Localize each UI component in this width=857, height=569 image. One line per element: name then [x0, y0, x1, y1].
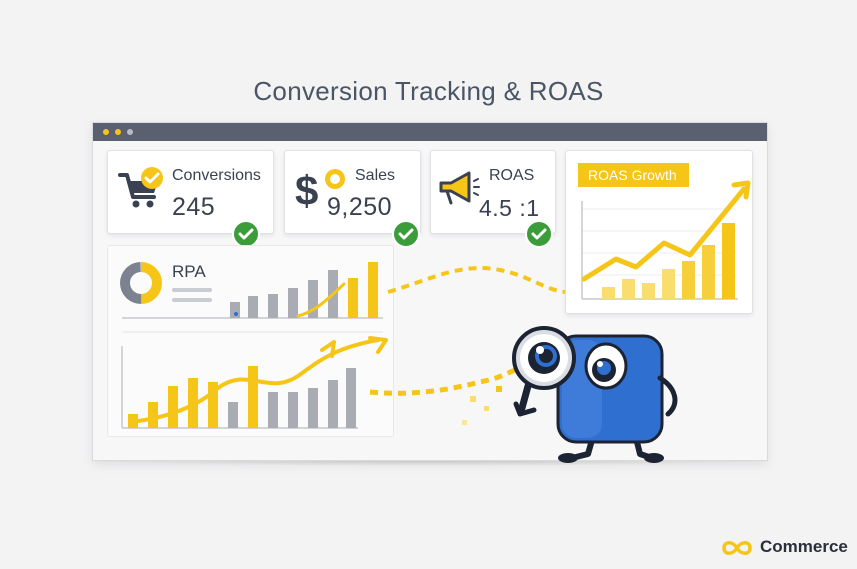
svg-text:$: $ [295, 167, 318, 214]
analytics-panel: RPA [107, 245, 394, 437]
page-title: Conversion Tracking & ROAS [253, 76, 604, 106]
floor-shadow [70, 456, 785, 466]
megaphone-icon [439, 171, 480, 205]
roas-growth-chart [581, 180, 751, 300]
magnifier-mascot-icon [512, 326, 678, 463]
roas-growth-card: ROAS Growth [565, 150, 753, 314]
window-titlebar [93, 123, 767, 141]
sales-value: 9,250 [327, 193, 393, 221]
window-dot-icon [127, 129, 133, 135]
brand-name: Commerce [760, 537, 848, 556]
sales-card: $ Sales 9,250 [284, 150, 421, 234]
window-dot-icon [115, 129, 121, 135]
rpa-label: RPA [172, 262, 206, 281]
check-icon [392, 220, 420, 248]
roas-card: ROAS 4.5 :1 [430, 150, 556, 234]
placeholder-line [172, 288, 212, 292]
window-dot-icon [103, 129, 109, 135]
roas-growth-label: ROAS Growth [578, 163, 689, 187]
donut-chart-icon [120, 262, 162, 304]
conversions-label: Conversions [172, 167, 261, 184]
conversions-value: 245 [172, 193, 216, 221]
placeholder-line [172, 298, 212, 302]
sales-label: Sales [355, 167, 396, 184]
dollar-sign-icon: $ [295, 167, 345, 214]
rpa-bar-chart [121, 262, 388, 429]
roas-label: ROAS [489, 167, 535, 184]
check-icon [525, 220, 553, 248]
conversions-card: Conversions 245 [107, 150, 274, 234]
shopping-cart-icon [118, 167, 163, 208]
infinity-logo-icon [722, 541, 752, 555]
roas-value: 4.5 :1 [479, 195, 540, 221]
